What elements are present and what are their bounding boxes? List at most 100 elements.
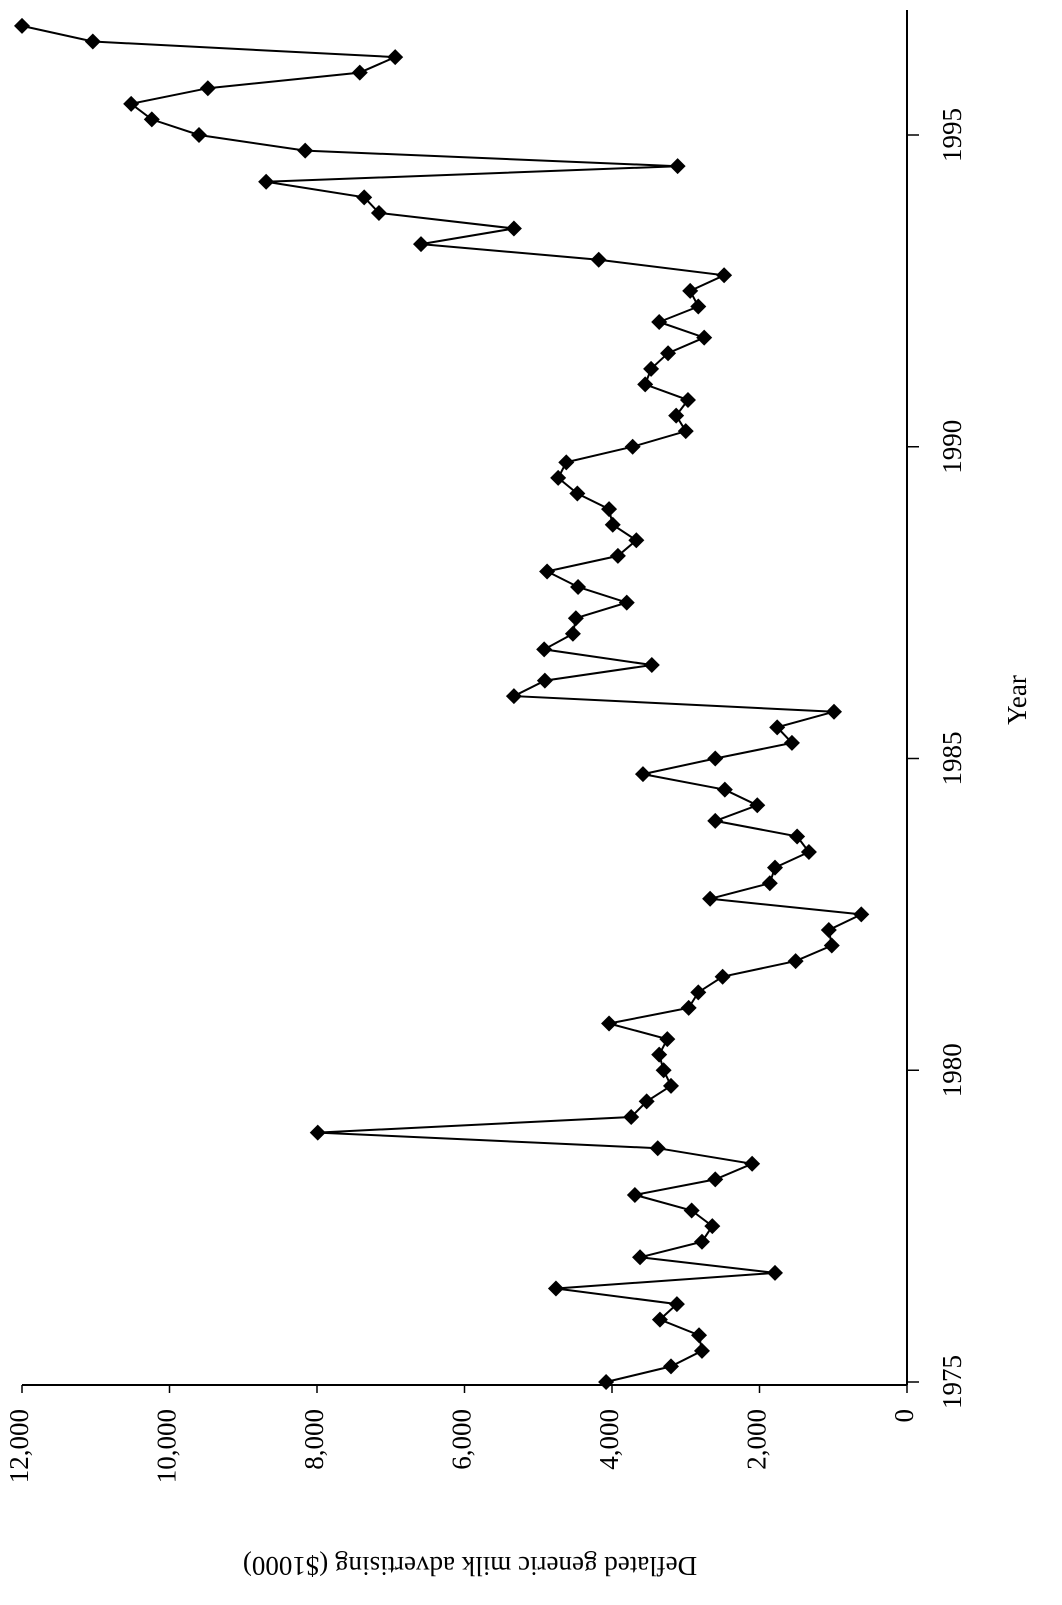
- data-marker: [601, 501, 618, 518]
- data-marker: [550, 469, 567, 486]
- data-marker: [683, 1202, 700, 1219]
- data-marker: [626, 1186, 643, 1203]
- y-tick-label: 2,000: [742, 1409, 772, 1470]
- data-marker: [643, 656, 660, 673]
- data-marker: [601, 1015, 618, 1032]
- data-marker: [820, 921, 837, 938]
- data-marker: [618, 594, 635, 611]
- data-marker: [258, 173, 275, 190]
- data-marker: [536, 672, 553, 689]
- y-tick-label: 8,000: [299, 1409, 329, 1470]
- data-marker: [707, 1171, 724, 1188]
- data-marker: [638, 1093, 655, 1110]
- x-tick-label: 1980: [937, 1043, 967, 1097]
- data-marker: [825, 703, 842, 720]
- data-marker: [547, 1280, 564, 1297]
- data-marker: [370, 204, 387, 221]
- data-marker: [649, 1140, 666, 1157]
- data-marker: [567, 610, 584, 627]
- data-marker: [749, 797, 766, 814]
- data-marker: [558, 454, 575, 471]
- data-marker: [609, 547, 626, 564]
- data-marker: [668, 1296, 685, 1313]
- data-marker: [505, 688, 522, 705]
- data-marker: [199, 80, 216, 97]
- data-marker: [651, 1046, 668, 1063]
- data-marker: [191, 127, 207, 143]
- data-marker: [707, 750, 724, 767]
- data-marker: [702, 890, 719, 907]
- data-marker: [309, 1124, 326, 1141]
- data-marker: [823, 937, 840, 954]
- data-marker: [690, 984, 707, 1001]
- y-axis-title: Deflated generic milk advertising ($1000…: [243, 1551, 697, 1581]
- data-marker: [624, 438, 641, 455]
- data-marker: [691, 1327, 708, 1344]
- data-marker: [590, 251, 607, 268]
- data-marker: [623, 1109, 640, 1126]
- data-marker: [680, 999, 697, 1016]
- data-marker: [569, 485, 586, 502]
- data-marker: [679, 391, 696, 408]
- data-marker: [651, 314, 668, 331]
- x-tick-label: 1995: [937, 108, 967, 162]
- data-marker: [761, 875, 778, 892]
- data-marker: [714, 968, 731, 985]
- data-marker: [696, 329, 713, 346]
- data-marker: [536, 641, 553, 658]
- y-tick-label: 4,000: [594, 1409, 624, 1470]
- data-marker: [84, 33, 101, 50]
- data-marker: [123, 95, 140, 112]
- data-marker: [637, 376, 654, 393]
- rotated-chart: Year Deflated generic milk advertising (…: [4, 10, 1032, 1581]
- data-marker: [766, 1264, 783, 1281]
- data-marker: [505, 220, 522, 237]
- data-marker: [704, 1218, 721, 1235]
- data-line: [21, 24, 865, 1383]
- data-marker: [655, 1062, 672, 1079]
- data-marker: [682, 282, 699, 299]
- data-marker: [387, 49, 404, 66]
- data-marker: [853, 906, 870, 923]
- data-marker: [351, 64, 368, 81]
- data-marker: [604, 516, 621, 533]
- data-marker: [14, 17, 30, 34]
- data-marker: [632, 1249, 649, 1266]
- data-marker: [598, 1374, 615, 1390]
- data-marker: [789, 828, 806, 845]
- data-marker: [766, 859, 783, 876]
- data-marker: [669, 158, 686, 175]
- data-marker: [716, 267, 733, 284]
- data-marker: [668, 407, 685, 424]
- y-tick-label: 12,000: [4, 1409, 34, 1483]
- x-tick-label: 1985: [937, 732, 967, 786]
- data-marker: [783, 734, 800, 751]
- data-marker: [143, 111, 160, 128]
- data-marker: [663, 1358, 679, 1375]
- data-marker: [634, 766, 651, 783]
- x-tick-label: 1990: [937, 420, 967, 474]
- y-tick-label: 0: [889, 1409, 919, 1423]
- y-tick-label: 6,000: [447, 1409, 477, 1470]
- data-marker: [651, 1311, 668, 1328]
- x-axis-title: Year: [1002, 675, 1032, 725]
- data-marker: [628, 532, 645, 549]
- data-marker: [769, 719, 786, 736]
- data-marker: [412, 236, 429, 253]
- data-marker: [356, 189, 373, 206]
- data-marker: [297, 142, 314, 159]
- data-marker: [539, 563, 556, 580]
- data-marker: [690, 298, 707, 315]
- data-marker: [693, 1233, 710, 1250]
- y-tick-label: 10,000: [152, 1409, 182, 1483]
- data-marker: [693, 1342, 710, 1359]
- data-marker: [716, 781, 733, 798]
- data-marker: [570, 579, 587, 596]
- data-marker: [564, 625, 581, 642]
- data-marker: [744, 1155, 761, 1172]
- data-marker: [677, 423, 694, 440]
- data-marker: [663, 1077, 679, 1094]
- data-marker: [659, 1031, 676, 1048]
